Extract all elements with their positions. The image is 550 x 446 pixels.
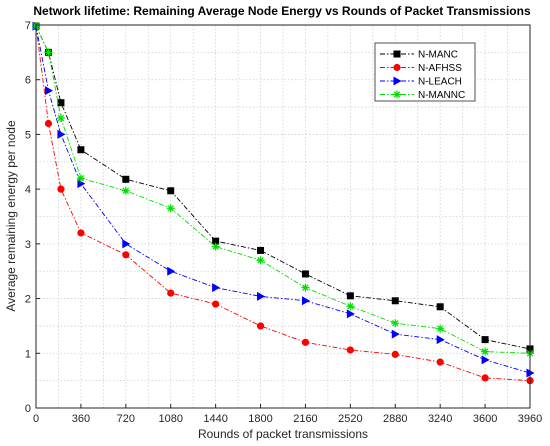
x-tick-label: 0 <box>33 413 39 425</box>
y-axis-ticks: 0 1 2 3 4 5 6 7 <box>25 20 40 415</box>
legend-item-n-mannc: N-MANNC <box>380 90 465 101</box>
data-point-n-mannc <box>391 319 400 328</box>
x-tick-label: 2160 <box>293 413 317 425</box>
legend-label: N-AFHSS <box>418 63 462 74</box>
data-point-n-leach <box>301 296 310 306</box>
legend-label: N-MANNC <box>418 90 465 101</box>
x-axis-label: Rounds of packet transmissions <box>198 427 368 441</box>
plot-frame <box>35 24 531 409</box>
data-point-n-afhss <box>301 338 310 346</box>
series-line-n-mannc <box>35 25 531 354</box>
x-tick-label: 3240 <box>428 413 452 425</box>
data-point-n-afhss <box>57 185 65 193</box>
x-tick-label: 1800 <box>248 413 272 425</box>
legend-item-n-leach: N-LEACH <box>380 76 462 88</box>
legend-marker <box>393 76 402 86</box>
x-axis-ticks: 0 360 720 1080 1440 1800 2160 2520 2880 3240 3600 3… <box>33 404 542 425</box>
data-point-n-manc <box>167 187 175 195</box>
data-point-n-leach <box>77 179 86 189</box>
data-point-n-leach <box>167 266 176 276</box>
x-tick-label: 360 <box>72 413 90 425</box>
data-point-n-manc <box>122 175 130 183</box>
data-point-n-afhss <box>481 374 489 382</box>
data-point-n-afhss <box>436 358 444 366</box>
data-point-n-mannc <box>301 283 310 292</box>
legend-item-n-afhss: N-AFHSS <box>380 63 462 74</box>
legend-box <box>374 42 476 102</box>
data-point-n-mannc <box>44 48 53 57</box>
y-tick-label: 6 <box>25 75 31 87</box>
series-n-afhss <box>32 22 534 385</box>
data-point-n-mannc <box>56 114 65 123</box>
data-point-n-manc <box>212 237 220 245</box>
data-point-n-manc <box>257 246 265 254</box>
chart-title: Network lifetime: Remaining Average Node… <box>33 4 531 18</box>
data-point-n-manc <box>481 336 489 344</box>
data-point-n-mannc <box>481 347 490 356</box>
data-point-n-leach <box>212 283 221 293</box>
legend-marker <box>393 90 401 99</box>
series-n-leach <box>32 21 535 378</box>
series-line-n-manc <box>35 25 531 350</box>
data-point-n-leach <box>481 355 490 365</box>
y-tick-label: 3 <box>25 239 31 251</box>
x-tick-label: 3960 <box>518 413 542 425</box>
data-point-n-mannc <box>166 204 175 213</box>
series-line-n-afhss <box>35 26 531 382</box>
y-tick-label: 0 <box>25 403 31 415</box>
data-point-n-mannc <box>436 324 445 333</box>
x-tick-label: 2520 <box>338 413 362 425</box>
data-point-n-mannc <box>76 174 85 183</box>
x-tick-label: 720 <box>117 413 135 425</box>
legend-label: N-LEACH <box>418 77 462 88</box>
y-tick-label: 4 <box>25 184 31 196</box>
legend-marker <box>393 50 401 58</box>
data-point-n-leach <box>391 329 400 339</box>
series-line-n-leach <box>35 26 531 374</box>
data-point-n-manc <box>346 292 354 300</box>
y-tick-label: 2 <box>25 294 31 306</box>
y-tick-label: 7 <box>25 20 31 32</box>
data-point-n-mannc <box>346 302 355 311</box>
data-point-n-leach <box>346 309 355 319</box>
data-point-n-mannc <box>121 186 130 195</box>
data-point-n-manc <box>436 303 444 311</box>
y-axis-label: Average remaining energy per node <box>4 120 18 312</box>
data-point-n-manc <box>391 297 399 305</box>
data-point-n-leach <box>436 335 445 345</box>
data-point-n-manc <box>301 270 309 278</box>
y-tick-label: 5 <box>25 129 31 141</box>
data-point-n-leach <box>44 86 53 96</box>
data-point-n-afhss <box>44 119 53 128</box>
data-point-n-manc <box>77 146 85 154</box>
data-point-n-afhss <box>391 350 399 358</box>
series-layer <box>32 21 535 385</box>
x-tick-label: 1440 <box>203 413 227 425</box>
data-point-n-leach <box>122 239 131 249</box>
data-point-n-leach <box>57 129 66 139</box>
legend: N-MANC N-AFHSS N-LEACH N-MANNC <box>374 42 476 102</box>
x-tick-label: 3600 <box>473 413 497 425</box>
y-tick-label: 1 <box>25 348 31 360</box>
data-point-n-manc <box>57 99 65 107</box>
data-point-n-afhss <box>346 346 354 354</box>
x-tick-label: 2880 <box>383 413 407 425</box>
data-point-n-afhss <box>167 289 175 297</box>
data-point-n-mannc <box>256 256 265 265</box>
x-tick-label: 1080 <box>158 413 182 425</box>
data-point-n-afhss <box>212 300 220 308</box>
data-point-n-leach <box>257 291 266 301</box>
data-point-n-mannc <box>211 242 220 251</box>
data-point-n-afhss <box>77 229 85 237</box>
data-point-n-afhss <box>256 322 265 330</box>
legend-label: N-MANC <box>418 50 458 61</box>
data-point-n-afhss <box>122 251 130 259</box>
legend-marker <box>393 63 401 72</box>
legend-item-n-manc: N-MANC <box>380 50 458 61</box>
